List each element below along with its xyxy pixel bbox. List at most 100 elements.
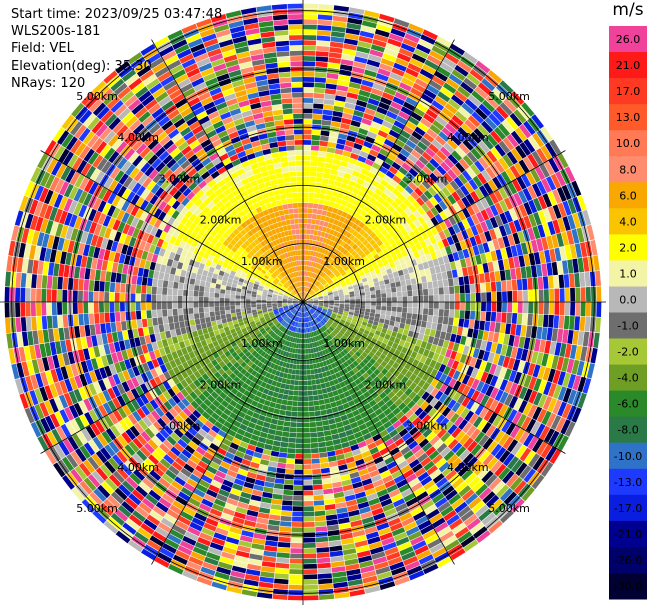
gate-cell <box>484 230 492 242</box>
gate-cell <box>482 242 490 253</box>
gate-cell <box>311 140 320 146</box>
gate-cell <box>395 239 403 247</box>
gate-cell <box>429 50 444 61</box>
gate-cell <box>537 276 544 290</box>
gate-cell <box>342 273 348 279</box>
gate-cell <box>490 281 497 292</box>
gate-cell <box>482 99 496 113</box>
gate-cell <box>523 120 536 136</box>
gate-cell <box>486 292 492 302</box>
gate-cell <box>305 287 308 292</box>
gate-cell <box>421 222 430 231</box>
gate-cell <box>318 258 322 264</box>
gate-cell <box>392 297 397 302</box>
gate-cell <box>517 230 526 244</box>
gate-cell <box>452 251 460 261</box>
gate-cell <box>380 220 389 229</box>
gate-cell <box>423 89 437 100</box>
gate-cell <box>454 302 460 310</box>
gate-cell <box>311 245 315 251</box>
gate-cell <box>327 289 332 293</box>
gate-cell <box>513 371 522 385</box>
gate-cell <box>347 314 354 318</box>
gate-cell <box>400 106 413 116</box>
gate-cell <box>507 302 513 313</box>
gate-cell <box>303 218 308 224</box>
gate-cell <box>312 251 317 257</box>
gate-cell <box>363 284 370 289</box>
gate-cell <box>321 310 327 314</box>
gate-cell <box>475 311 481 321</box>
gate-cell <box>582 257 590 272</box>
gate-cell <box>358 243 365 250</box>
gate-cell <box>501 280 507 292</box>
gate-cell <box>340 199 348 207</box>
gate-cell <box>445 245 452 255</box>
gate-cell <box>342 312 349 317</box>
gate-cell <box>398 110 410 121</box>
gate-cell <box>346 162 356 170</box>
gate-cell <box>462 139 474 151</box>
gate-cell <box>537 314 544 327</box>
gate-cell <box>503 368 512 381</box>
gate-cell <box>360 305 366 309</box>
gate-cell <box>469 357 478 368</box>
gate-cell <box>460 293 465 302</box>
gate-cell <box>335 95 347 102</box>
gate-cell <box>344 299 350 302</box>
gate-cell <box>553 315 560 329</box>
gate-cell <box>386 245 394 252</box>
gate-cell <box>329 229 335 235</box>
gate-cell <box>435 345 443 355</box>
gate-cell <box>336 315 342 319</box>
gate-cell <box>335 283 341 287</box>
gate-cell <box>399 275 405 282</box>
gate-cell <box>355 296 361 300</box>
gate-cell <box>374 317 380 323</box>
gate-cell <box>444 262 452 272</box>
gate-cell <box>374 188 383 196</box>
gate-cell <box>422 166 433 176</box>
gate-cell <box>527 153 539 168</box>
gate-cell <box>461 196 471 208</box>
gate-cell <box>381 327 388 334</box>
gate-cell <box>595 317 601 333</box>
gate-cell <box>513 192 523 206</box>
gate-cell <box>536 264 543 277</box>
gate-cell <box>404 323 411 331</box>
gate-cell <box>401 162 412 172</box>
gate-cell <box>312 124 322 130</box>
gate-cell <box>431 75 446 87</box>
gate-cell <box>335 175 344 183</box>
gate-cell <box>307 203 314 209</box>
gate-cell <box>371 302 376 306</box>
gate-cell <box>489 192 499 204</box>
gate-cell <box>379 243 386 251</box>
gate-cell <box>373 235 380 243</box>
gate-cell <box>322 291 327 295</box>
gate-cell <box>394 91 408 101</box>
gate-cell <box>325 238 331 245</box>
gate-cell <box>343 243 349 249</box>
gate-cell <box>365 201 374 209</box>
gate-cell <box>415 339 423 347</box>
gate-cell <box>408 204 417 213</box>
gate-cell <box>319 253 324 259</box>
gate-cell <box>355 160 365 168</box>
gate-cell <box>308 302 313 305</box>
gate-cell <box>516 279 523 291</box>
gate-cell <box>309 289 313 294</box>
gate-cell <box>421 93 434 104</box>
gate-cell <box>475 223 484 234</box>
gate-cell <box>437 91 451 103</box>
gate-cell <box>347 254 354 260</box>
gate-cell <box>469 310 476 320</box>
gate-cell <box>313 297 318 300</box>
gate-cell <box>303 108 313 114</box>
gate-cell <box>509 382 518 396</box>
gate-cell <box>430 216 439 226</box>
gate-cell <box>429 266 436 275</box>
gate-cell <box>443 309 450 317</box>
gate-cell <box>387 340 394 347</box>
gate-cell <box>460 123 473 135</box>
